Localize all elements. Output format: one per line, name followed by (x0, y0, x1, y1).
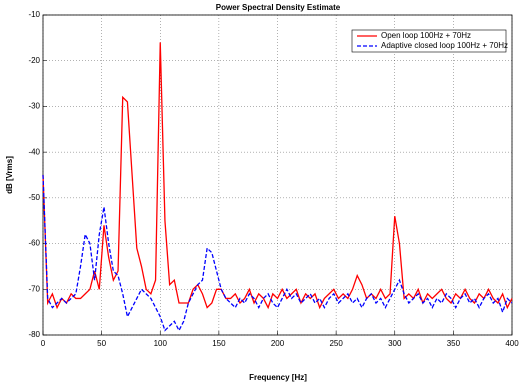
y-tick-label: -80 (28, 330, 40, 339)
y-tick-label: -10 (28, 10, 40, 19)
x-tick-label: 100 (154, 339, 168, 348)
y-tick-label: -60 (28, 239, 40, 248)
y-tick-label: -50 (28, 193, 40, 202)
x-tick-label: 350 (447, 339, 461, 348)
y-tick-label: -20 (28, 56, 40, 65)
y-tick-label: -70 (28, 284, 40, 293)
x-tick-label: 250 (329, 339, 343, 348)
x-axis-label: Frequency [Hz] (249, 373, 307, 382)
x-tick-label: 0 (41, 339, 46, 348)
y-tick-label: -40 (28, 147, 40, 156)
x-tick-label: 400 (505, 339, 519, 348)
chart-title: Power Spectral Density Estimate (216, 3, 341, 12)
legend-label: Adaptive closed loop 100Hz + 70Hz (381, 41, 508, 50)
legend-box (351, 29, 507, 53)
y-tick-label: -30 (28, 102, 40, 111)
legend-label: Open loop 100Hz + 70Hz (381, 31, 471, 40)
data-line (42, 42, 513, 310)
y-axis-label: dB [Vrms] (5, 156, 14, 194)
x-tick-label: 300 (388, 339, 402, 348)
x-tick-label: 150 (212, 339, 226, 348)
data-line (42, 174, 513, 332)
x-tick-label: 200 (271, 339, 285, 348)
x-tick-label: 50 (97, 339, 106, 348)
